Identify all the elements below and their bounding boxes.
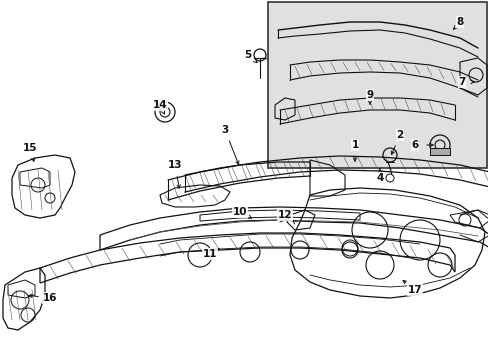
Text: 7: 7	[457, 77, 465, 87]
Text: 2: 2	[396, 130, 403, 140]
Text: 4: 4	[376, 173, 383, 183]
Text: 14: 14	[152, 100, 167, 110]
Bar	[429, 148, 449, 155]
Text: 5: 5	[244, 50, 251, 60]
Bar	[267, 2, 486, 168]
Text: 11: 11	[203, 249, 217, 259]
Text: 10: 10	[232, 207, 247, 217]
Text: 9: 9	[366, 90, 373, 100]
Text: 3: 3	[221, 125, 228, 135]
Text: 13: 13	[167, 160, 182, 170]
Text: 16: 16	[42, 293, 57, 303]
Text: 6: 6	[410, 140, 418, 150]
Text: 8: 8	[455, 17, 463, 27]
Text: 12: 12	[277, 210, 292, 220]
Text: 17: 17	[407, 285, 422, 295]
Text: 15: 15	[23, 143, 37, 153]
Text: 1: 1	[351, 140, 358, 150]
